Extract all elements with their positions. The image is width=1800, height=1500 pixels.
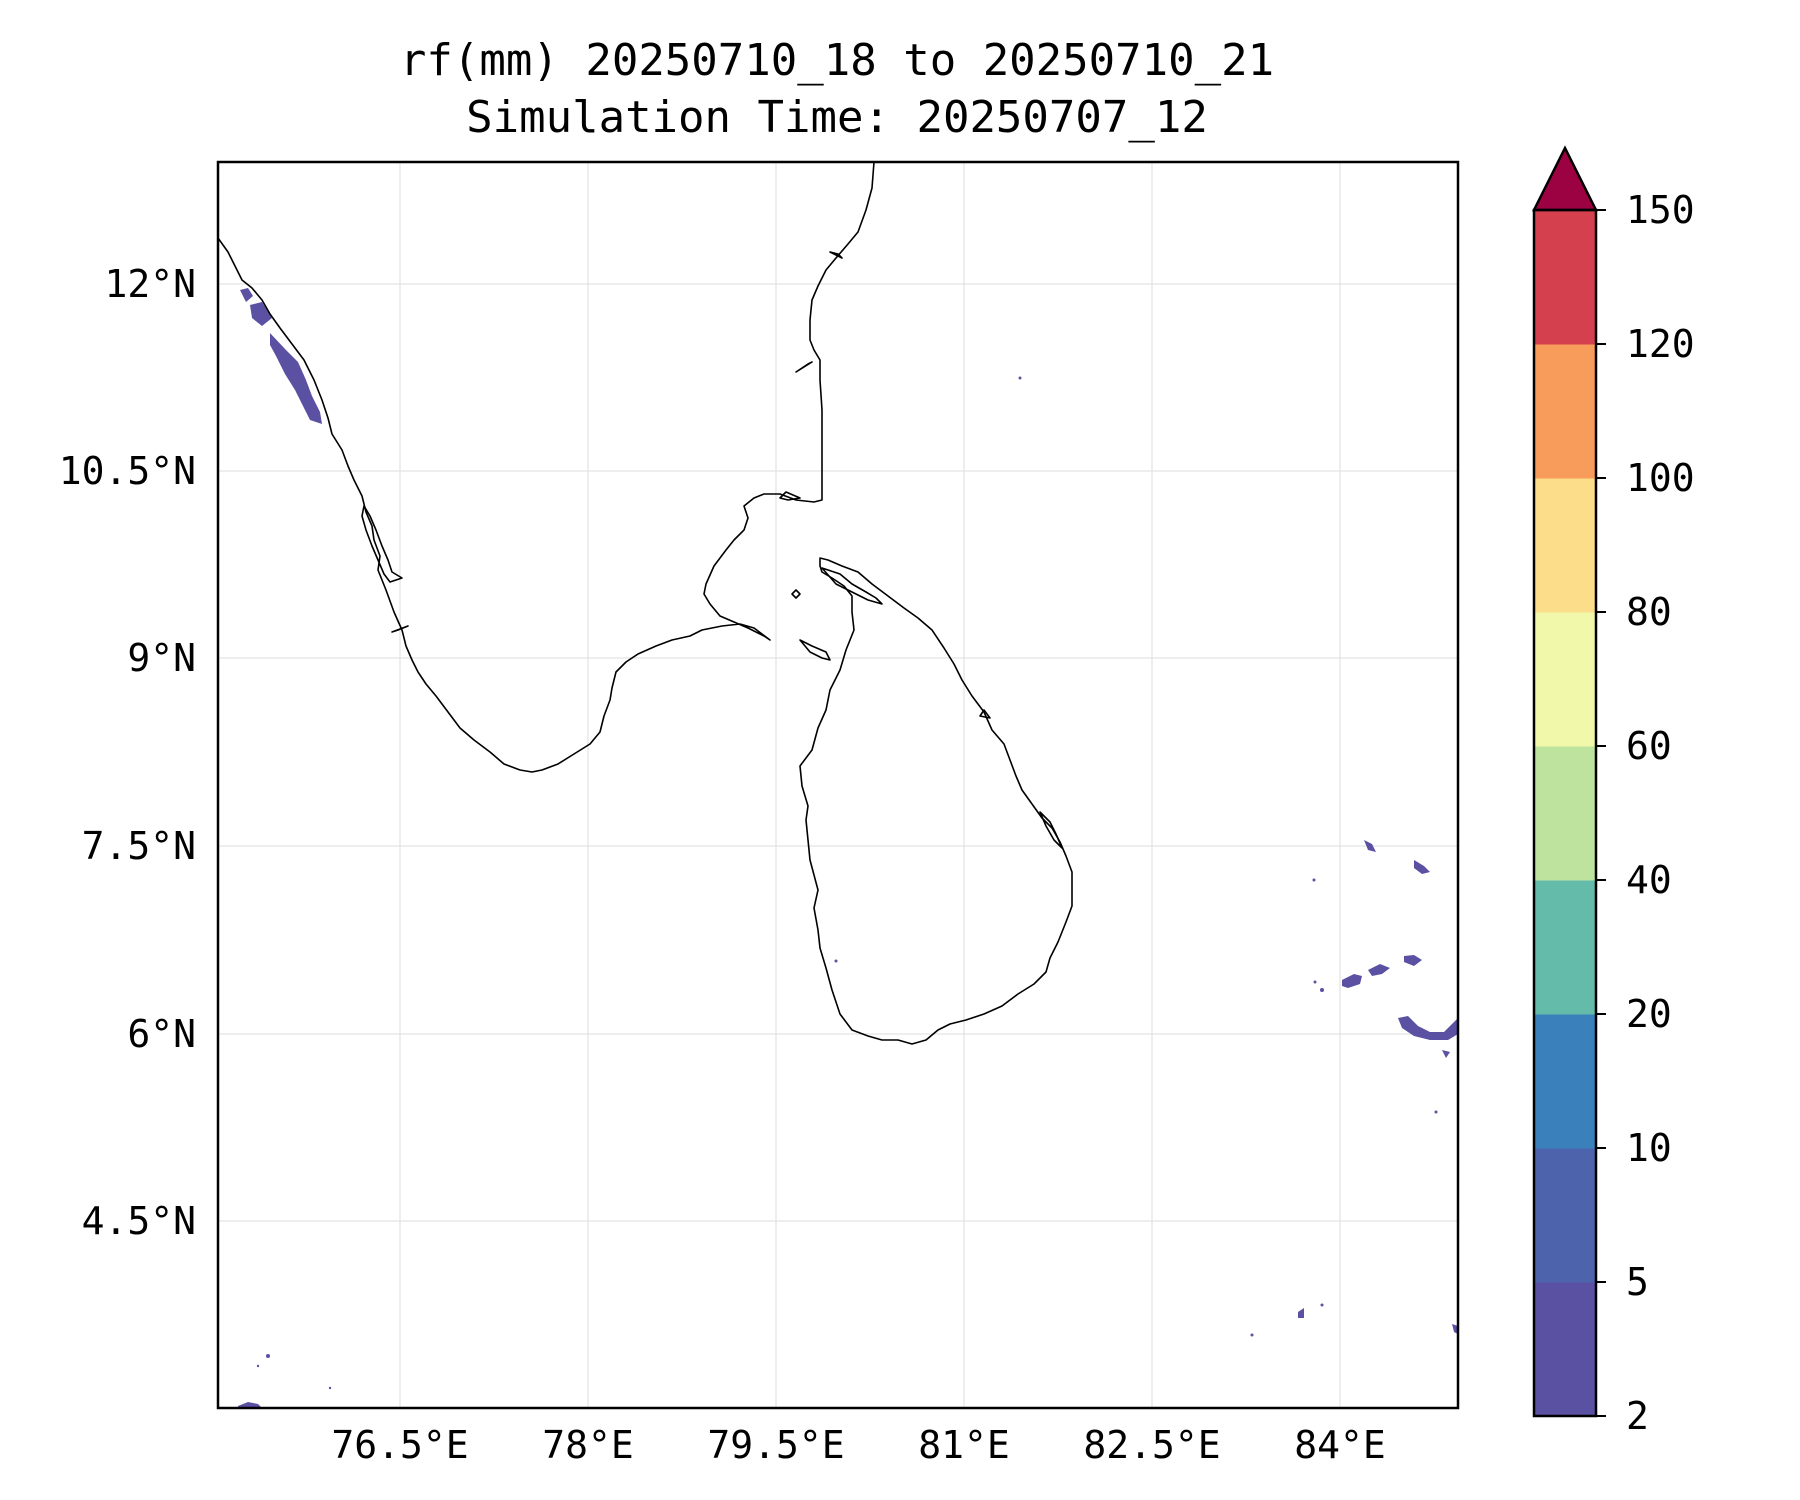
rainfall-patches <box>238 288 1458 1408</box>
colorbar-segment-2 <box>1534 1014 1596 1149</box>
x-tick-label-78: 78°E <box>542 1423 634 1467</box>
y-tick-label-6: 6°N <box>127 1012 196 1056</box>
colorbar-segment-7 <box>1534 344 1596 479</box>
colorbar-tick-label-10: 10 <box>1626 1126 1672 1170</box>
colorbar-segment-6 <box>1534 478 1596 613</box>
x-tick-label-84: 84°E <box>1294 1423 1386 1467</box>
coastline-sri-lanka <box>799 557 1073 1045</box>
rain-speck-6 <box>1320 1303 1324 1307</box>
rain-speck-4 <box>1320 988 1324 992</box>
rain-speck-2 <box>1312 878 1316 882</box>
gridlines <box>218 162 1458 1408</box>
rain-patch-kerala-coast <box>240 288 322 424</box>
colorbar-tick-label-60: 60 <box>1626 724 1672 768</box>
coastline-islet-1 <box>791 589 801 599</box>
colorbar-tick-label-150: 150 <box>1626 188 1695 232</box>
x-tick-label-81: 81°E <box>918 1423 1010 1467</box>
rain-speck-7 <box>1250 1333 1254 1337</box>
x-tick-label-82.5: 82.5°E <box>1083 1423 1220 1467</box>
colorbar-frame <box>1532 208 1598 1418</box>
coastline-sl-east-detail-2 <box>1039 811 1063 849</box>
rain-speck-1 <box>1018 376 1022 380</box>
rain-speck-5 <box>1434 1110 1438 1114</box>
chart-title: rf(mm) 20250710_18 to 20250710_21 <box>400 35 1274 86</box>
y-tick-label-10.5: 10.5°N <box>59 449 196 493</box>
coastline-jaffna-detail <box>821 567 883 605</box>
colorbar-tick-label-120: 120 <box>1626 322 1695 366</box>
rain-patch-east-5 <box>1404 955 1422 966</box>
colorbar-tick-label-40: 40 <box>1626 858 1672 902</box>
y-tick-label-7.5: 7.5°N <box>82 824 196 868</box>
plot-frame <box>216 160 1460 1410</box>
colorbar-segment-0 <box>1534 1282 1596 1417</box>
y-tick-label-12: 12°N <box>104 262 196 306</box>
plot-area <box>216 160 1460 1410</box>
chart-subtitle: Simulation Time: 20250707_12 <box>466 92 1208 143</box>
rain-patch-east-3 <box>1342 974 1362 988</box>
colorbar-segment-1 <box>1534 1148 1596 1283</box>
rain-patch-east-4 <box>1368 964 1390 976</box>
x-tick-label-79.5: 79.5°E <box>707 1423 844 1467</box>
rain-patch-east-6 <box>1398 1016 1458 1040</box>
colorbar-segment-4 <box>1534 746 1596 881</box>
rain-patch-east-9 <box>1452 1324 1458 1334</box>
plot-background <box>218 162 1458 1408</box>
coastline-india-detail-1 <box>361 505 403 583</box>
rain-patch-east-2 <box>1414 860 1430 874</box>
colorbar-extend-arrow <box>1531 145 1599 212</box>
y-tick-label-9: 9°N <box>127 636 196 680</box>
rain-patch-east-1 <box>1364 840 1376 852</box>
colorbar-segment-8 <box>1534 210 1596 345</box>
colorbar-tick-label-100: 100 <box>1626 456 1695 500</box>
colorbar-tick-label-20: 20 <box>1626 992 1672 1036</box>
x-axis: 76.5°E 78°E 79.5°E 81°E 82.5°E 84°E <box>331 1423 1385 1467</box>
rain-speck-10 <box>328 1386 332 1390</box>
coastline-india-detail-4 <box>795 361 813 373</box>
rain-speck-9 <box>256 1364 260 1368</box>
colorbar-segment-3 <box>1534 880 1596 1015</box>
x-tick-label-76.5: 76.5°E <box>331 1423 468 1467</box>
colorbar-segment-5 <box>1534 612 1596 747</box>
rain-speck-3 <box>1313 980 1317 984</box>
coastline-india-detail-2 <box>779 491 801 501</box>
coastline-mannar-island <box>799 639 831 661</box>
colorbar: 2 5 10 20 40 60 80 100 120 150 <box>1531 145 1695 1438</box>
coastline-india-detail-3 <box>829 251 843 259</box>
coastlines <box>217 161 1073 1045</box>
rain-speck-11 <box>834 959 838 963</box>
y-tick-label-4.5: 4.5°N <box>82 1199 196 1243</box>
coastline-sl-east-detail <box>979 709 991 719</box>
y-axis: 12°N 10.5°N 9°N 7.5°N 6°N 4.5°N <box>59 262 196 1243</box>
rain-patch-east-7 <box>1442 1050 1450 1058</box>
colorbar-tick-label-5: 5 <box>1626 1260 1649 1304</box>
coastline-india <box>217 161 875 773</box>
rain-speck-8 <box>266 1354 270 1358</box>
colorbar-tick-label-2: 2 <box>1626 1394 1649 1438</box>
coastline-india-detail-5 <box>391 625 409 633</box>
rain-patch-east-8 <box>1298 1308 1304 1318</box>
colorbar-tick-label-80: 80 <box>1626 590 1672 634</box>
rain-patch-sw-1 <box>238 1402 262 1408</box>
